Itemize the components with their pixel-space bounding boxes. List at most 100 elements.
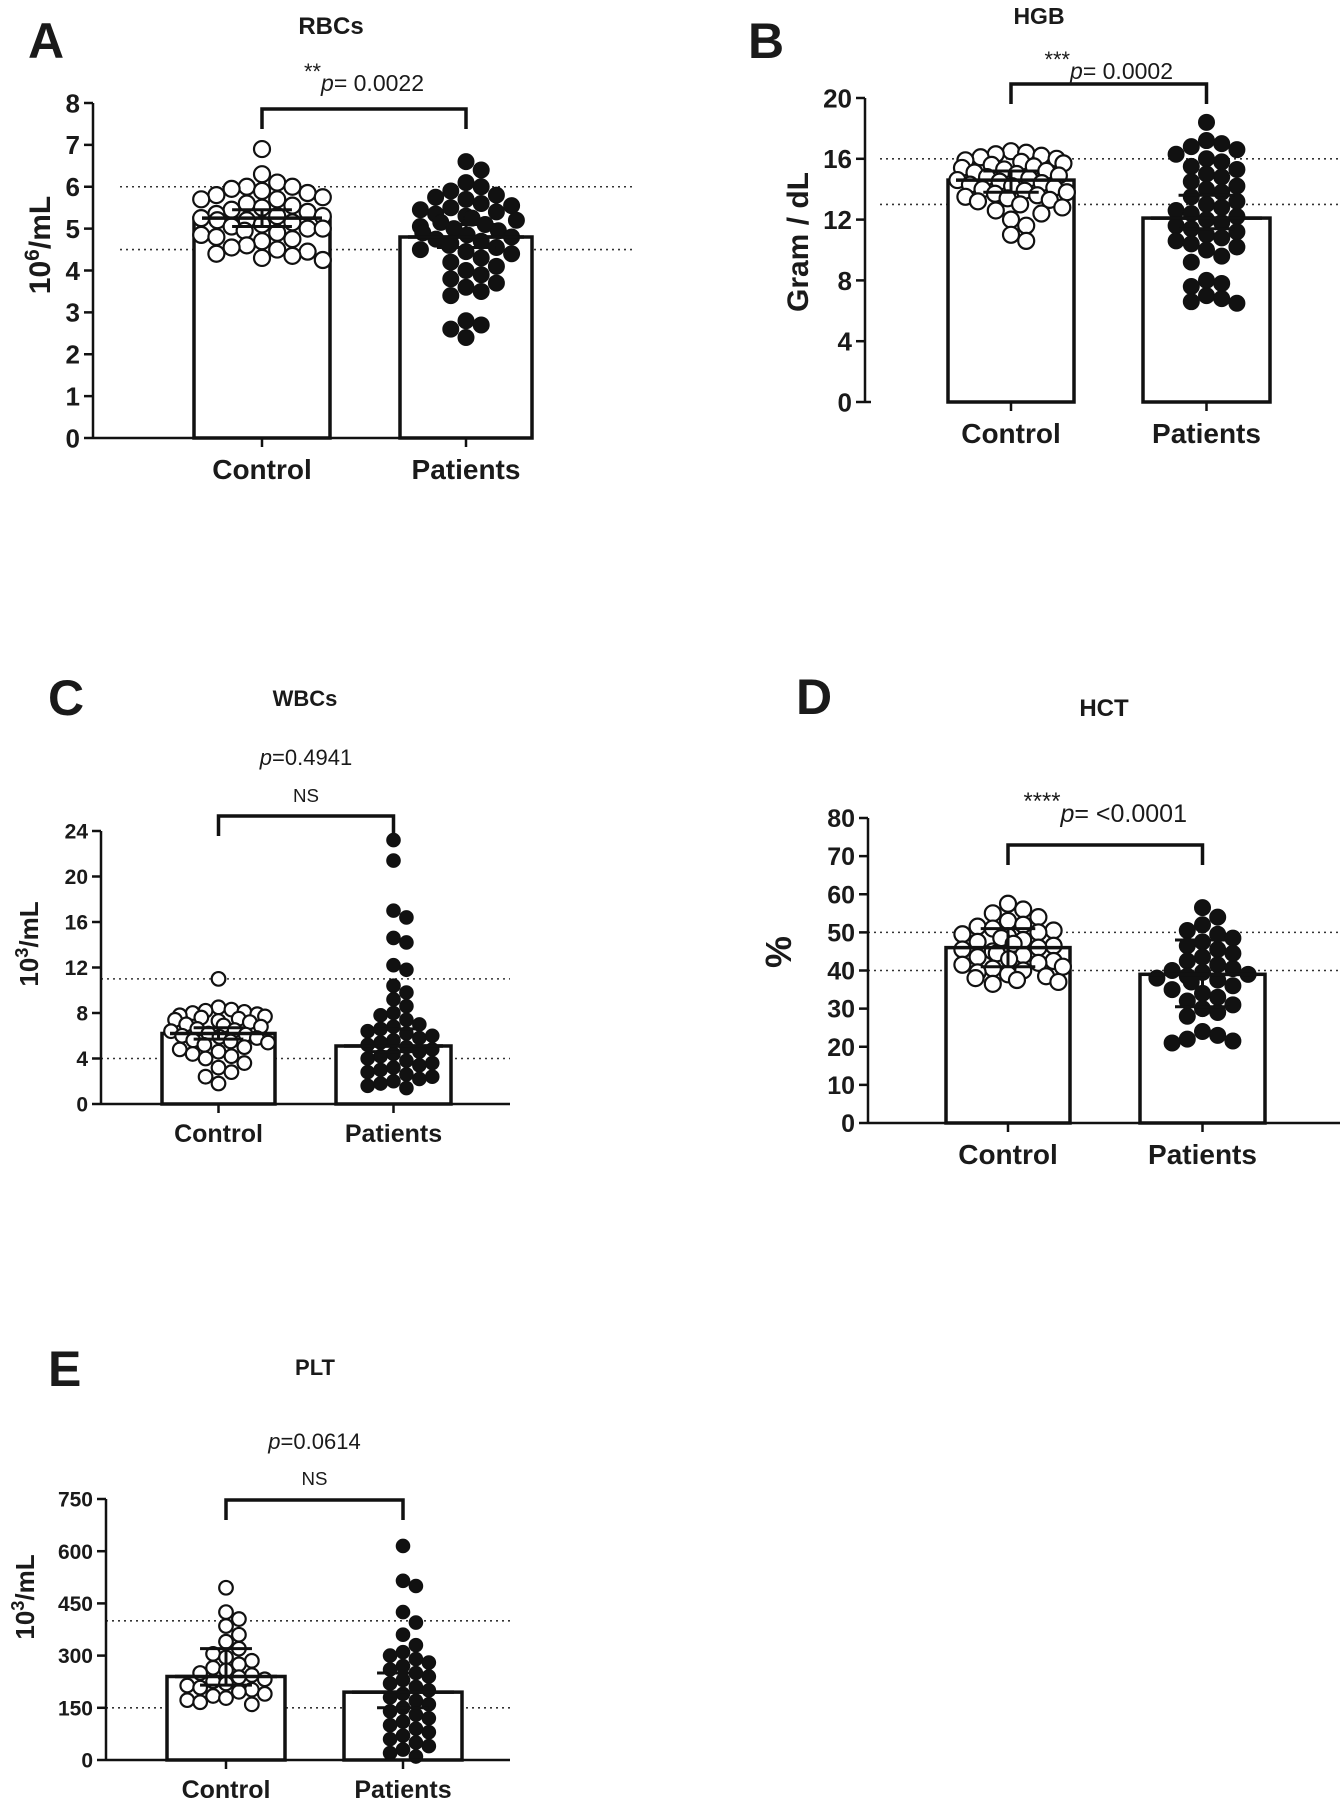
ns-label: NS <box>302 1468 328 1489</box>
data-point <box>1194 1023 1211 1040</box>
y-tick-label: 30 <box>827 996 855 1024</box>
data-point <box>399 935 414 950</box>
data-point <box>382 1676 398 1691</box>
data-point <box>424 1069 440 1084</box>
data-point <box>983 959 1002 978</box>
p-symbol: p <box>320 70 334 96</box>
data-point <box>395 1742 411 1757</box>
data-point <box>1209 988 1227 1006</box>
data-point <box>421 1738 437 1754</box>
data-point <box>1017 231 1036 250</box>
p-value: = 0.0022 <box>334 70 424 96</box>
data-point <box>487 274 505 292</box>
data-point <box>184 1046 201 1062</box>
data-point <box>1209 1003 1227 1021</box>
y-axis-label: 103/mL <box>8 1554 40 1639</box>
data-point <box>1209 1026 1227 1044</box>
data-point <box>382 1717 398 1733</box>
data-point <box>192 1694 209 1711</box>
y-axis-label: 106/mL <box>21 196 58 294</box>
data-point <box>457 262 475 279</box>
data-point <box>1213 247 1231 265</box>
data-point <box>268 240 287 259</box>
y-label-base: 10 <box>24 261 57 294</box>
data-point <box>411 241 429 259</box>
y-label-exponent: 3 <box>12 948 32 958</box>
data-point <box>386 853 401 868</box>
data-point <box>1163 1034 1181 1052</box>
significance-bracket <box>1009 82 1209 104</box>
x-tick-label: Control <box>958 1139 1058 1170</box>
data-point <box>442 182 460 200</box>
data-point <box>223 1048 240 1065</box>
data-point <box>399 998 414 1014</box>
ns-label: NS <box>293 785 319 806</box>
data-point <box>1213 183 1231 201</box>
y-tick-label: 0 <box>66 423 80 453</box>
data-point <box>1178 1007 1196 1025</box>
p-symbol: p <box>1059 800 1074 828</box>
data-point <box>408 1693 424 1709</box>
data-point <box>472 195 490 212</box>
data-point <box>1182 235 1200 253</box>
data-point <box>1182 138 1200 156</box>
data-point <box>1167 201 1185 219</box>
data-point <box>457 278 475 296</box>
data-point <box>1032 204 1051 223</box>
data-point <box>457 190 475 208</box>
y-tick-label: 450 <box>58 1593 93 1616</box>
data-point <box>192 190 211 209</box>
data-point <box>421 1655 437 1670</box>
y-axis-label: % <box>758 936 799 968</box>
data-point <box>382 1648 398 1663</box>
significance-stars: ** <box>304 59 322 84</box>
data-point <box>983 904 1002 923</box>
data-point <box>1198 132 1215 150</box>
y-tick-label: 6 <box>66 172 80 202</box>
data-point <box>408 1651 424 1667</box>
y-tick-label: 20 <box>827 1034 855 1062</box>
data-point <box>457 153 475 171</box>
data-point <box>218 1633 234 1650</box>
p-value: = 0.0002 <box>1083 58 1173 84</box>
data-point <box>268 190 287 209</box>
significance-stars: *** <box>1045 47 1071 72</box>
data-point <box>283 177 302 196</box>
data-point <box>412 1071 427 1087</box>
data-point <box>1178 952 1196 970</box>
y-label-base: 10 <box>14 958 44 987</box>
data-point <box>1029 923 1048 942</box>
data-point <box>1228 177 1246 195</box>
data-point <box>395 1573 411 1589</box>
y-tick-label: 4 <box>838 327 853 357</box>
data-point <box>399 910 414 925</box>
x-tick-label: Patients <box>354 1776 451 1800</box>
data-point <box>1053 957 1072 976</box>
data-point <box>260 1034 276 1051</box>
y-tick-label: 8 <box>66 88 80 118</box>
data-point <box>412 1030 427 1046</box>
x-tick-label: Patients <box>345 1120 442 1148</box>
data-point <box>1167 145 1185 163</box>
data-point <box>192 1679 209 1696</box>
data-point <box>252 248 272 268</box>
data-point <box>386 903 401 918</box>
y-tick-label: 50 <box>827 919 855 947</box>
data-point <box>399 1053 414 1069</box>
data-point <box>503 245 521 263</box>
data-point <box>373 1062 388 1078</box>
y-tick-label: 16 <box>823 144 852 174</box>
data-point <box>231 1626 247 1643</box>
x-tick-label: Control <box>182 1776 271 1800</box>
data-point <box>457 312 475 330</box>
data-point <box>360 1051 375 1066</box>
data-point <box>412 1058 427 1073</box>
y-tick-label: 4 <box>76 1048 88 1071</box>
significance-bracket <box>224 1498 405 1520</box>
data-point <box>1044 921 1063 940</box>
y-label-unit: /mL <box>14 901 44 947</box>
data-point <box>283 246 302 265</box>
panel-d: D HCT 0 10 20 30 40 50 60 70 80 Control Patients% ***… <box>758 669 1340 1170</box>
data-point <box>252 139 272 159</box>
data-point <box>197 1068 214 1085</box>
